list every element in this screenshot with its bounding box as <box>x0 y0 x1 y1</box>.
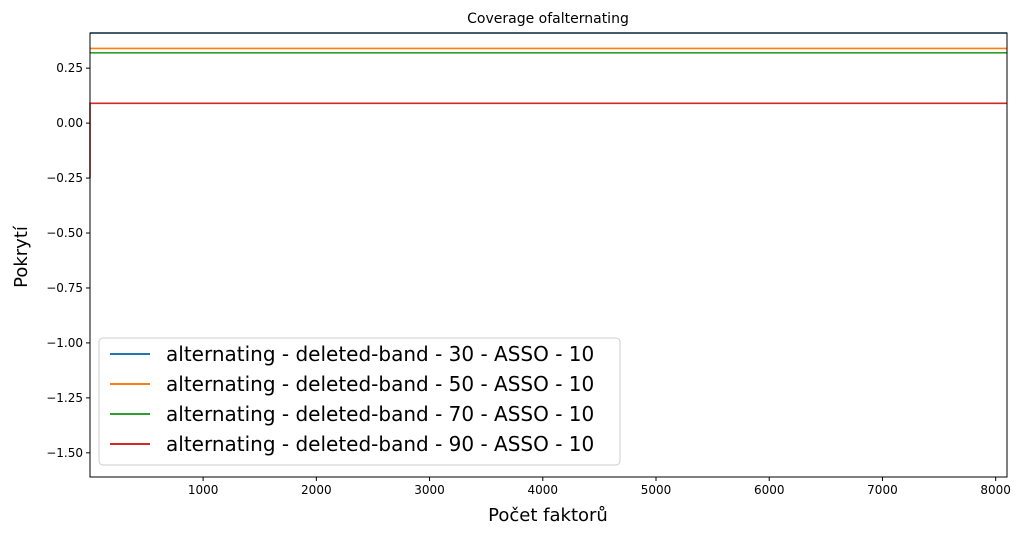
y-axis: 0.25 0.00 −0.25 −0.50 −0.75 −1.00 −1.25 −1.50 <box>46 61 90 460</box>
legend-box <box>98 337 621 466</box>
x-tick-label: 6000 <box>754 483 785 497</box>
x-axis-label: Počet faktorů <box>488 505 608 526</box>
legend-label-4: alternating - deleted-band - 90 - ASSO -… <box>166 432 594 456</box>
legend-label-2: alternating - deleted-band - 50 - ASSO -… <box>166 372 594 396</box>
x-axis: 1000 2000 3000 4000 5000 6000 7000 8000 <box>188 477 1011 497</box>
y-tick-label: −1.25 <box>46 391 83 405</box>
plot-frame <box>89 32 1008 478</box>
x-tick-label: 4000 <box>528 483 559 497</box>
chart-title: Coverage ofalternating <box>467 11 629 27</box>
x-tick-label: 8000 <box>980 483 1011 497</box>
x-tick-label: 5000 <box>641 483 672 497</box>
y-tick-label: −1.50 <box>46 446 83 460</box>
x-tick-label: 2000 <box>301 483 332 497</box>
x-tick-label: 1000 <box>188 483 219 497</box>
legend-label-3: alternating - deleted-band - 70 - ASSO -… <box>166 402 594 426</box>
x-tick-label: 7000 <box>867 483 898 497</box>
legend-label-1: alternating - deleted-band - 30 - ASSO -… <box>166 342 594 366</box>
y-tick-label: 0.00 <box>56 116 83 130</box>
y-tick-label: −0.25 <box>46 171 83 185</box>
y-tick-label: 0.25 <box>56 61 83 75</box>
y-tick-label: −1.00 <box>46 336 83 350</box>
y-tick-label: −0.50 <box>46 226 83 240</box>
series-layer <box>89 32 1007 179</box>
series-line-4 <box>89 102 1007 179</box>
y-axis-label: Pokrytí <box>11 225 32 288</box>
legend: alternating - deleted-band - 30 - ASSO -… <box>98 337 621 466</box>
y-tick-label: −0.75 <box>46 281 83 295</box>
x-tick-label: 3000 <box>414 483 445 497</box>
